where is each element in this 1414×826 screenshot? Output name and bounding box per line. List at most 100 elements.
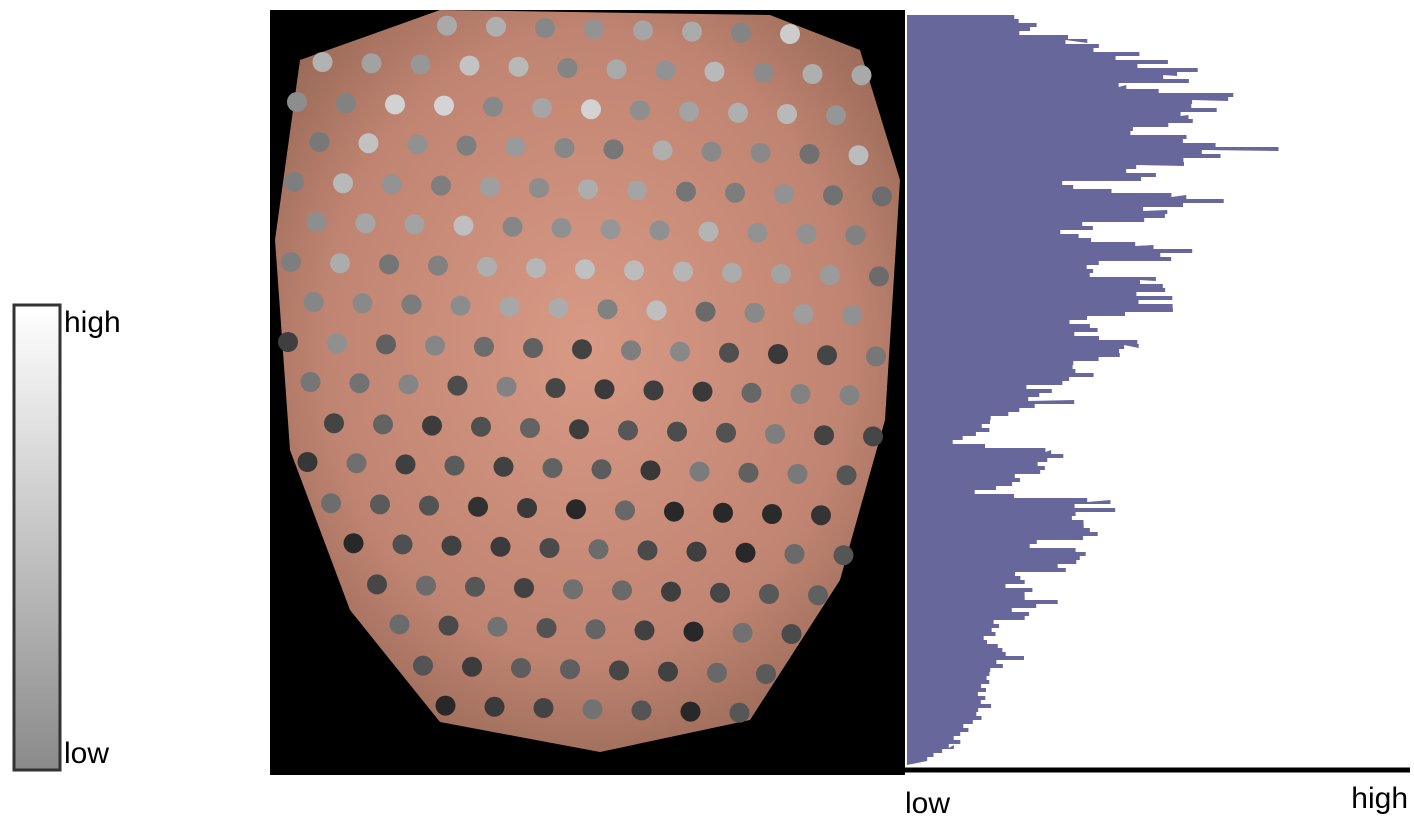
landmark-dot xyxy=(592,459,612,479)
colorbar xyxy=(14,305,60,770)
landmark-dot xyxy=(537,618,557,638)
landmark-dot xyxy=(526,258,546,278)
landmark-dot xyxy=(759,584,779,604)
landmark-dot xyxy=(465,577,485,597)
landmark-dot xyxy=(583,699,603,719)
landmark-dot xyxy=(785,544,805,564)
landmark-dot xyxy=(563,579,583,599)
landmark-dot xyxy=(728,103,748,123)
landmark-dot xyxy=(483,97,503,117)
landmark-dot xyxy=(509,57,529,77)
landmark-dot xyxy=(396,454,416,474)
landmark-dot xyxy=(635,620,655,640)
landmark-dot xyxy=(382,174,402,194)
landmark-dot xyxy=(304,292,324,312)
landmark-dot xyxy=(569,419,589,439)
landmark-dot xyxy=(333,173,353,193)
landmark-dot xyxy=(843,305,863,325)
landmark-dot xyxy=(607,59,627,79)
histogram-shape xyxy=(907,15,1279,765)
landmark-dot xyxy=(549,298,569,318)
landmark-dot xyxy=(872,186,892,206)
landmark-dot xyxy=(402,294,422,314)
landmark-dot xyxy=(411,54,431,74)
landmark-dot xyxy=(644,380,664,400)
landmark-dot xyxy=(413,656,433,676)
landmark-dot xyxy=(523,338,543,358)
landmark-dot xyxy=(817,345,837,365)
landmark-dot xyxy=(497,377,517,397)
landmark-dot xyxy=(419,496,439,516)
landmark-dot xyxy=(503,217,523,237)
landmark-dot xyxy=(687,542,707,562)
landmark-dot xyxy=(462,657,482,677)
figure: high low low high xyxy=(0,0,1414,821)
landmark-dot xyxy=(748,223,768,243)
landmark-dot xyxy=(739,463,759,483)
landmark-dot xyxy=(780,24,800,44)
landmark-dot xyxy=(661,582,681,602)
landmark-dot xyxy=(494,457,514,477)
landmark-dot xyxy=(578,179,598,199)
landmark-dot xyxy=(373,414,393,434)
landmark-dot xyxy=(834,545,854,565)
landmark-dot xyxy=(445,456,465,476)
landmark-dot xyxy=(359,133,379,153)
landmark-dot xyxy=(690,462,710,482)
landmark-dot xyxy=(762,504,782,524)
landmark-dot xyxy=(679,102,699,122)
landmark-dot xyxy=(705,62,725,82)
landmark-dot xyxy=(572,339,592,359)
landmark-dot xyxy=(794,304,814,324)
landmark-dot xyxy=(632,700,652,720)
landmark-dot xyxy=(754,63,774,83)
landmark-dot xyxy=(627,180,647,200)
landmark-dot xyxy=(511,658,531,678)
landmark-dot xyxy=(560,659,580,679)
landmark-dot xyxy=(298,452,318,472)
landmark-dot xyxy=(664,502,684,522)
landmark-dot xyxy=(595,379,615,399)
landmark-dot xyxy=(742,383,762,403)
landmark-dot xyxy=(575,259,595,279)
landmark-dot xyxy=(658,662,678,682)
landmark-dot xyxy=(846,225,866,245)
landmark-dot xyxy=(710,583,730,603)
landmark-dot xyxy=(344,533,364,553)
landmark-dot xyxy=(725,183,745,203)
landmark-dot xyxy=(624,260,644,280)
landmark-dot xyxy=(442,536,462,556)
landmark-dot xyxy=(370,494,390,514)
landmark-dot xyxy=(730,703,750,723)
landmark-dot xyxy=(540,538,560,558)
landmark-dot xyxy=(791,384,811,404)
landmark-dot xyxy=(451,296,471,316)
landmark-dot xyxy=(287,92,307,112)
landmark-dot xyxy=(609,660,629,680)
landmark-dot xyxy=(405,214,425,234)
landmark-dot xyxy=(514,578,534,598)
landmark-dot xyxy=(670,342,690,362)
landmark-dot xyxy=(356,213,376,233)
landmark-dot xyxy=(353,293,373,313)
landmark-dot xyxy=(436,696,456,716)
landmark-dot xyxy=(520,418,540,438)
landmark-dot xyxy=(284,172,304,192)
landmark-dot xyxy=(488,617,508,637)
landmark-dot xyxy=(454,216,474,236)
landmark-dot xyxy=(586,619,606,639)
landmark-dot xyxy=(471,417,491,437)
landmark-dot xyxy=(546,378,566,398)
landmark-dot xyxy=(814,425,834,445)
landmark-dot xyxy=(408,134,428,154)
landmark-dot xyxy=(612,580,632,600)
landmark-dot xyxy=(751,143,771,163)
landmark-dot xyxy=(693,382,713,402)
hist-high-label: high xyxy=(1351,782,1408,815)
colorbar-low-label: low xyxy=(64,737,109,770)
landmark-dot xyxy=(399,374,419,394)
landmark-dot xyxy=(650,220,670,240)
landmark-dot xyxy=(390,614,410,634)
page: high low low high (() => { const data = … xyxy=(0,0,1414,826)
landmark-dot xyxy=(768,344,788,364)
